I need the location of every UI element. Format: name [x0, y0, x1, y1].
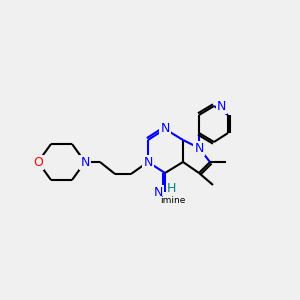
Text: N: N	[160, 122, 170, 136]
Text: N: N	[80, 155, 90, 169]
Text: N: N	[154, 185, 163, 199]
Text: imine: imine	[160, 196, 186, 205]
Text: N: N	[217, 100, 226, 112]
Text: H: H	[167, 182, 176, 196]
Text: O: O	[33, 155, 43, 169]
Text: N: N	[194, 142, 204, 154]
Text: N: N	[143, 155, 153, 169]
